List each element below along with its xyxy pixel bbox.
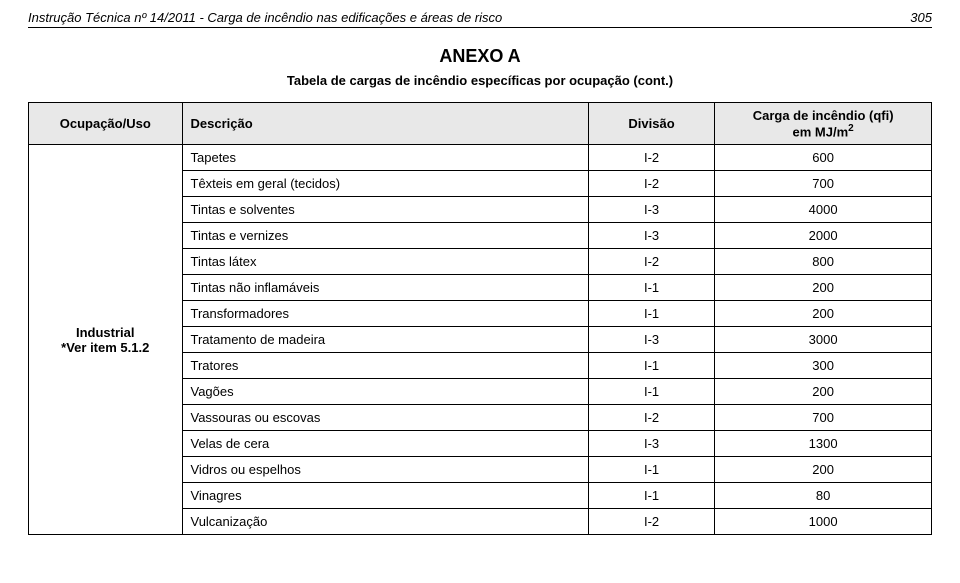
cell-div: I-2 bbox=[588, 249, 714, 275]
cell-div: I-3 bbox=[588, 327, 714, 353]
cell-carga: 700 bbox=[715, 405, 932, 431]
cell-desc: Tratamento de madeira bbox=[182, 327, 588, 353]
cell-carga: 200 bbox=[715, 379, 932, 405]
header-page-number: 305 bbox=[910, 10, 932, 25]
table-header-row: Ocupação/Uso Descrição Divisão Carga de … bbox=[29, 103, 932, 145]
carga-header-superscript: 2 bbox=[848, 123, 854, 134]
cell-carga: 600 bbox=[715, 145, 932, 171]
header-left-text: Instrução Técnica nº 14/2011 - Carga de … bbox=[28, 10, 502, 25]
fire-load-table: Ocupação/Uso Descrição Divisão Carga de … bbox=[28, 102, 932, 535]
table-row: Industrial*Ver item 5.1.2TapetesI-2600 bbox=[29, 145, 932, 171]
cell-desc: Tintas e vernizes bbox=[182, 223, 588, 249]
cell-desc: Vulcanização bbox=[182, 509, 588, 535]
annex-title: ANEXO A bbox=[28, 46, 932, 67]
cell-desc: Vassouras ou escovas bbox=[182, 405, 588, 431]
cell-carga: 200 bbox=[715, 275, 932, 301]
cell-div: I-1 bbox=[588, 301, 714, 327]
col-header-div: Divisão bbox=[588, 103, 714, 145]
carga-header-line2-prefix: em MJ/m bbox=[793, 124, 849, 139]
cell-div: I-1 bbox=[588, 457, 714, 483]
page-header: Instrução Técnica nº 14/2011 - Carga de … bbox=[28, 10, 932, 28]
cell-carga: 200 bbox=[715, 301, 932, 327]
col-header-carga: Carga de incêndio (qfi) em MJ/m2 bbox=[715, 103, 932, 145]
uso-line1: Industrial bbox=[37, 325, 174, 340]
cell-carga: 1000 bbox=[715, 509, 932, 535]
cell-div: I-1 bbox=[588, 353, 714, 379]
cell-desc: Tintas e solventes bbox=[182, 197, 588, 223]
annex-subtitle: Tabela de cargas de incêndio específicas… bbox=[28, 73, 932, 88]
cell-carga: 3000 bbox=[715, 327, 932, 353]
cell-desc: Tratores bbox=[182, 353, 588, 379]
cell-desc: Tapetes bbox=[182, 145, 588, 171]
cell-div: I-2 bbox=[588, 145, 714, 171]
cell-carga: 1300 bbox=[715, 431, 932, 457]
cell-div: I-1 bbox=[588, 483, 714, 509]
cell-div: I-3 bbox=[588, 431, 714, 457]
cell-div: I-2 bbox=[588, 405, 714, 431]
cell-carga: 800 bbox=[715, 249, 932, 275]
page-container: Instrução Técnica nº 14/2011 - Carga de … bbox=[0, 0, 960, 535]
cell-div: I-1 bbox=[588, 379, 714, 405]
cell-div: I-1 bbox=[588, 275, 714, 301]
col-header-desc: Descrição bbox=[182, 103, 588, 145]
cell-desc: Tintas látex bbox=[182, 249, 588, 275]
cell-div: I-3 bbox=[588, 197, 714, 223]
cell-div: I-2 bbox=[588, 171, 714, 197]
cell-desc: Vinagres bbox=[182, 483, 588, 509]
cell-div: I-3 bbox=[588, 223, 714, 249]
cell-carga: 4000 bbox=[715, 197, 932, 223]
cell-carga: 200 bbox=[715, 457, 932, 483]
cell-desc: Vagões bbox=[182, 379, 588, 405]
cell-desc: Vidros ou espelhos bbox=[182, 457, 588, 483]
carga-header-line1: Carga de incêndio (qfi) bbox=[753, 108, 894, 123]
cell-desc: Velas de cera bbox=[182, 431, 588, 457]
uso-cell: Industrial*Ver item 5.1.2 bbox=[29, 145, 183, 535]
uso-line2: *Ver item 5.1.2 bbox=[37, 340, 174, 355]
cell-carga: 700 bbox=[715, 171, 932, 197]
cell-desc: Tintas não inflamáveis bbox=[182, 275, 588, 301]
cell-div: I-2 bbox=[588, 509, 714, 535]
cell-carga: 2000 bbox=[715, 223, 932, 249]
cell-carga: 300 bbox=[715, 353, 932, 379]
cell-desc: Transformadores bbox=[182, 301, 588, 327]
cell-carga: 80 bbox=[715, 483, 932, 509]
cell-desc: Têxteis em geral (tecidos) bbox=[182, 171, 588, 197]
table-body: Industrial*Ver item 5.1.2TapetesI-2600Tê… bbox=[29, 145, 932, 535]
col-header-uso: Ocupação/Uso bbox=[29, 103, 183, 145]
